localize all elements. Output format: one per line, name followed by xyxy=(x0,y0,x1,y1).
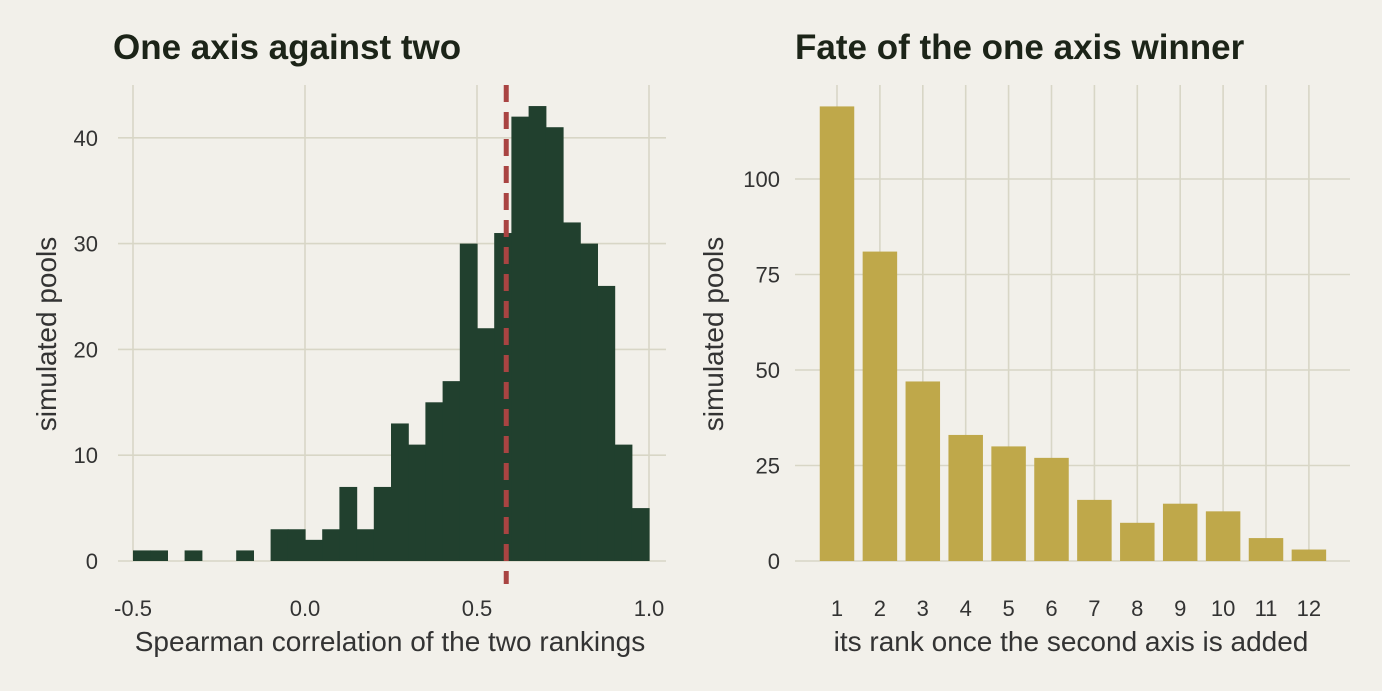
right-x-tick-label: 9 xyxy=(1174,596,1186,621)
histogram-bar xyxy=(580,243,598,561)
left-y-tick-label: 30 xyxy=(74,232,98,257)
right-x-tick-label: 3 xyxy=(917,596,929,621)
left-x-axis-label: Spearman correlation of the two rankings xyxy=(135,626,646,657)
histogram-bar xyxy=(322,529,340,561)
histogram-bar xyxy=(356,529,375,561)
right-x-tick-label: 5 xyxy=(1002,596,1014,621)
histogram-bar xyxy=(133,550,151,561)
histogram-bar xyxy=(270,529,289,561)
right-y-tick-label: 75 xyxy=(756,263,780,288)
right-x-tick-label: 2 xyxy=(874,596,886,621)
histogram-bar xyxy=(442,381,461,561)
histogram-bar xyxy=(408,444,426,561)
bar-rank-12 xyxy=(1291,549,1327,561)
right-x-tick-label: 10 xyxy=(1211,596,1235,621)
bar-rank-3 xyxy=(905,381,941,561)
right-y-tick-label: 50 xyxy=(756,358,780,383)
right-x-tick-label: 4 xyxy=(960,596,972,621)
histogram-bar xyxy=(425,402,444,561)
histogram-bar xyxy=(528,106,547,561)
bar-rank-1 xyxy=(819,106,855,562)
right-y-tick-label: 25 xyxy=(756,454,780,479)
left-x-tick-label: 0.0 xyxy=(290,596,321,621)
histogram-bar xyxy=(614,444,633,561)
histogram-bar xyxy=(236,550,254,561)
left-y-axis-label: simulated pools xyxy=(31,237,62,432)
left-y-tick-label: 20 xyxy=(74,337,98,362)
histogram-bar xyxy=(631,508,650,561)
histogram-bar xyxy=(373,486,392,561)
histogram-bar xyxy=(339,486,358,561)
histogram-bar xyxy=(511,116,530,561)
bar-rank-2 xyxy=(862,251,898,561)
histogram-bar xyxy=(150,550,168,561)
right-y-axis-label: simulated pools xyxy=(698,237,729,432)
right-chart-title: Fate of the one axis winner xyxy=(795,28,1245,67)
left-x-tick-labels: -0.5 0.0 0.5 1.0 xyxy=(114,596,664,621)
histogram-bar xyxy=(563,222,581,561)
right-x-tick-label: 7 xyxy=(1088,596,1100,621)
right-y-tick-label: 0 xyxy=(768,549,780,574)
bar-rank-8 xyxy=(1120,522,1155,561)
left-y-tick-labels: 0 10 20 30 40 xyxy=(74,126,98,574)
left-y-tick-label: 10 xyxy=(74,443,98,468)
left-x-tick-label: -0.5 xyxy=(114,596,152,621)
bar-rank-6 xyxy=(1034,457,1069,561)
right-bars xyxy=(819,106,1327,562)
histogram-bar xyxy=(545,127,564,561)
bar-rank-7 xyxy=(1077,499,1112,561)
histogram-bar xyxy=(287,529,306,561)
histogram-bar xyxy=(459,243,478,561)
histogram-bar xyxy=(305,539,323,561)
left-y-tick-label: 0 xyxy=(86,549,98,574)
histogram-bar xyxy=(184,550,203,561)
right-y-tick-label: 100 xyxy=(743,167,780,192)
histogram-bar xyxy=(494,233,512,561)
right-x-tick-label: 1 xyxy=(831,596,843,621)
bar-rank-10 xyxy=(1205,511,1241,561)
left-x-tick-label: 1.0 xyxy=(634,596,665,621)
bar-rank-4 xyxy=(948,434,983,561)
right-y-tick-labels: 0 25 50 75 100 xyxy=(743,167,780,574)
histogram-bar xyxy=(477,328,495,561)
left-histogram-bars xyxy=(133,106,650,561)
bar-rank-5 xyxy=(991,446,1026,561)
bar-rank-9 xyxy=(1162,503,1198,561)
left-chart-title: One axis against two xyxy=(113,28,461,67)
right-x-axis-label: its rank once the second axis is added xyxy=(834,626,1309,657)
left-chart-panel: One axis against two 0 10 20 30 40 -0.5 0.0 0.… xyxy=(31,28,666,657)
histogram-bar xyxy=(597,285,616,561)
histogram-bar xyxy=(391,423,409,561)
left-y-tick-label: 40 xyxy=(74,126,98,151)
right-x-tick-labels: 1 2 3 4 5 6 7 8 9 10 11 12 xyxy=(831,596,1321,621)
right-x-tick-label: 6 xyxy=(1045,596,1057,621)
right-x-tick-label: 12 xyxy=(1297,596,1321,621)
right-x-tick-label: 11 xyxy=(1255,596,1278,621)
bar-rank-11 xyxy=(1248,538,1284,561)
left-x-tick-label: 0.5 xyxy=(462,596,493,621)
right-x-tick-label: 8 xyxy=(1131,596,1143,621)
